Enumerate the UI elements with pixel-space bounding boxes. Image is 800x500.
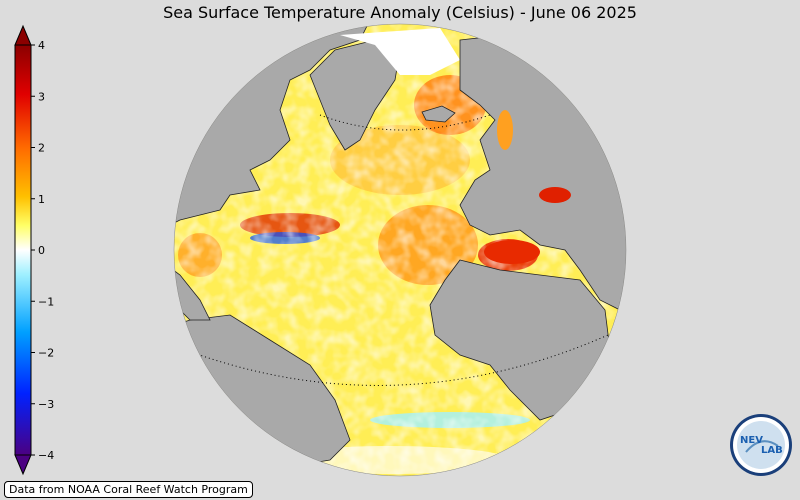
- arctic-circle: [319, 114, 491, 131]
- colorbar-tick-label: 2: [38, 142, 45, 155]
- sea-baltic: [497, 110, 513, 150]
- colorbar-bottom-arrow: [14, 454, 32, 476]
- globe-outline: [173, 23, 627, 477]
- sea-black-sea: [539, 187, 571, 203]
- colorbar-tick-label: −2: [38, 347, 54, 360]
- colorbar-tick-label: 4: [38, 39, 45, 52]
- globe-map: [173, 23, 627, 477]
- colorbar-top-arrow: [14, 24, 32, 46]
- land-greenland: [309, 39, 401, 151]
- anomaly-texture: [174, 24, 626, 476]
- equator-line: [174, 319, 626, 386]
- logo-text-left: NEV: [740, 435, 763, 446]
- colorbar-tick-label: 3: [38, 90, 45, 103]
- colorbar-tick-label: 1: [38, 193, 45, 206]
- colorbar-tick-label: 0: [38, 244, 45, 257]
- map-title: Sea Surface Temperature Anomaly (Celsius…: [163, 3, 637, 22]
- colorbar-tick-label: −3: [38, 398, 54, 411]
- land-iceland: [421, 105, 456, 123]
- sea-mediterranean: [484, 240, 540, 264]
- colorbar-tick-label: −1: [38, 295, 54, 308]
- arctic-ice: [340, 28, 460, 75]
- colorbar-tick-label: −4: [38, 449, 54, 462]
- land-central-america: [174, 259, 211, 321]
- data-credit-label: Data from NOAA Coral Reef Watch Program: [4, 481, 253, 498]
- colorbar: 4 3 2 1 0 −1 −2 −3 −4: [14, 24, 54, 476]
- logo-text-right: LAB: [761, 445, 783, 456]
- colorbar-gradient: [14, 44, 32, 456]
- nevlab-logo: NEV LAB: [730, 414, 792, 476]
